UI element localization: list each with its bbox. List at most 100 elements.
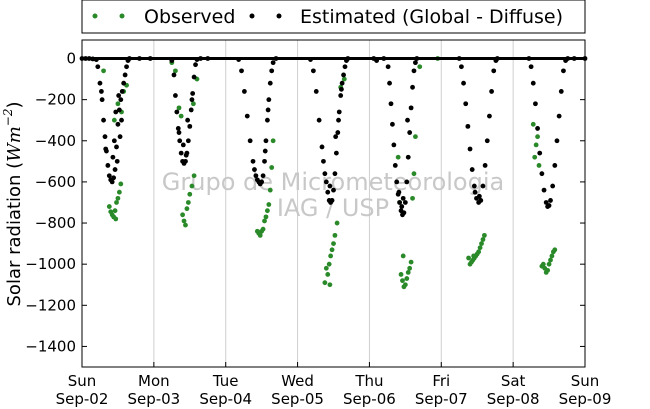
- estimated-point: [552, 163, 558, 168]
- estimated-point: [117, 134, 123, 140]
- observed-point: [400, 278, 405, 284]
- estimated-point: [260, 173, 266, 179]
- observed-point: [115, 101, 121, 107]
- estimated-point: [543, 200, 549, 205]
- observed-point: [466, 255, 471, 261]
- estimated-point: [193, 62, 198, 68]
- observed-point: [471, 253, 477, 259]
- estimated-point: [267, 80, 273, 86]
- observed-point: [263, 214, 269, 220]
- legend-estimated-marker: [276, 13, 282, 19]
- estimated-point: [113, 109, 119, 115]
- observed-point: [184, 206, 190, 212]
- estimated-point: [556, 113, 562, 119]
- estimated-point: [341, 72, 346, 78]
- estimated-point: [176, 130, 182, 135]
- estimated-point: [183, 152, 189, 158]
- observed-point: [477, 245, 483, 251]
- estimated-point: [480, 183, 486, 189]
- observed-point: [101, 68, 106, 74]
- estimated-point: [491, 68, 497, 74]
- observed-point: [530, 121, 536, 127]
- estimated-point: [119, 117, 124, 123]
- estimated-point: [114, 144, 119, 150]
- estimated-point: [264, 117, 270, 123]
- data-points: [79, 56, 588, 290]
- estimated-point: [404, 179, 410, 185]
- estimated-point: [331, 187, 336, 193]
- estimated-point: [171, 72, 177, 78]
- estimated-point: [459, 64, 464, 70]
- observed-point: [270, 138, 276, 144]
- observed-point: [180, 212, 186, 218]
- estimated-point: [111, 138, 117, 144]
- estimated-point: [265, 107, 271, 113]
- estimated-point: [387, 80, 392, 86]
- observed-point: [341, 76, 347, 82]
- legend: Observed Estimated (Global - Diffuse): [81, 0, 586, 34]
- observed-point: [480, 237, 486, 242]
- observed-point: [115, 195, 121, 201]
- estimated-point: [322, 171, 328, 177]
- observed-point: [404, 276, 410, 281]
- estimated-point: [119, 89, 125, 94]
- observed-point: [482, 232, 487, 238]
- observed-point: [329, 247, 335, 253]
- estimated-point: [338, 93, 344, 98]
- estimated-point: [124, 64, 129, 70]
- observed-point: [254, 228, 260, 234]
- estimated-point: [394, 179, 400, 185]
- estimated-point: [332, 171, 338, 177]
- estimated-point: [175, 126, 181, 131]
- estimated-point: [263, 138, 269, 144]
- estimated-point: [535, 126, 540, 131]
- estimated-point: [239, 68, 244, 74]
- observed-point: [535, 134, 540, 140]
- estimated-point: [342, 64, 348, 70]
- estimated-point: [327, 183, 333, 189]
- estimated-point: [97, 80, 103, 86]
- observed-point: [326, 261, 332, 267]
- observed-point: [266, 202, 272, 207]
- x-tick-label-date: Sep-06: [343, 390, 396, 408]
- estimated-point: [188, 107, 194, 113]
- estimated-point: [174, 109, 180, 115]
- estimated-point: [191, 74, 197, 80]
- estimated-point: [463, 101, 469, 107]
- estimated-point: [116, 107, 122, 113]
- estimated-point: [313, 89, 319, 94]
- estimated-point: [110, 154, 116, 160]
- estimated-point: [530, 80, 536, 86]
- observed-point: [334, 220, 340, 226]
- estimated-point: [121, 80, 127, 86]
- observed-point: [546, 261, 552, 267]
- estimated-point: [396, 189, 402, 195]
- observed-point: [176, 105, 182, 111]
- estimated-point: [408, 105, 414, 111]
- x-tick-label-day: Thu: [354, 372, 383, 390]
- estimated-point: [471, 183, 477, 189]
- estimated-point: [548, 198, 553, 203]
- estimated-point: [112, 167, 118, 172]
- x-tick-label-day: Wed: [281, 372, 314, 390]
- estimated-point: [467, 146, 473, 152]
- x-tick-label-day: Sun: [68, 372, 97, 390]
- observed-point: [116, 189, 122, 195]
- y-tick-label: −600: [35, 173, 76, 191]
- estimated-point: [410, 84, 415, 90]
- estimated-point: [180, 142, 186, 148]
- observed-point: [327, 282, 333, 288]
- estimated-point: [469, 167, 475, 172]
- estimated-point: [550, 183, 556, 189]
- y-tick-label: −1400: [25, 337, 76, 355]
- observed-point: [395, 154, 401, 160]
- estimated-point: [189, 97, 195, 103]
- estimated-point: [482, 163, 488, 168]
- observed-point: [323, 265, 329, 271]
- x-tick-label-date: Sep-08: [487, 390, 540, 408]
- observed-point: [113, 216, 119, 222]
- observed-point: [183, 222, 188, 228]
- estimated-point: [269, 68, 275, 74]
- observed-point: [476, 249, 482, 255]
